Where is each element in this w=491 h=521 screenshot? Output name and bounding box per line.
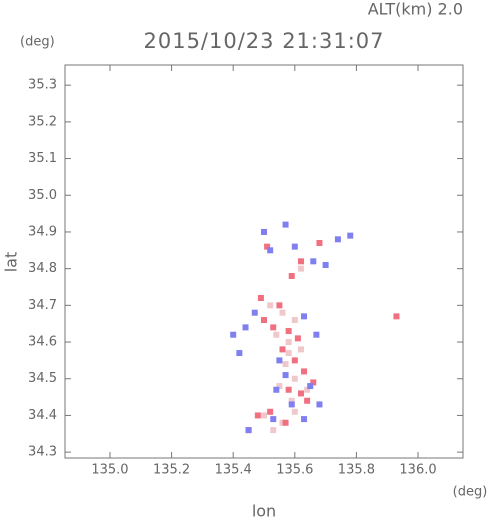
data-point bbox=[316, 401, 323, 408]
y-tick-label: 34.6 bbox=[28, 335, 57, 350]
plot-frame bbox=[64, 64, 464, 459]
data-point bbox=[288, 397, 295, 404]
data-point bbox=[301, 416, 308, 423]
x-tick-label: 135.4 bbox=[215, 463, 252, 478]
data-point bbox=[285, 386, 292, 393]
x-tick-label: 135.8 bbox=[338, 463, 375, 478]
y-tick-label: 34.8 bbox=[28, 261, 57, 276]
data-point bbox=[301, 368, 308, 375]
data-point bbox=[297, 346, 304, 353]
data-point bbox=[285, 328, 292, 335]
x-tick-label: 135.0 bbox=[91, 463, 128, 478]
y-tick-label: 34.4 bbox=[28, 408, 57, 423]
x-tick-label: 135.2 bbox=[153, 463, 190, 478]
data-point bbox=[251, 309, 258, 316]
data-point bbox=[261, 317, 267, 324]
data-point bbox=[304, 397, 311, 404]
data-point bbox=[242, 324, 249, 331]
data-point bbox=[267, 408, 274, 415]
data-point bbox=[276, 357, 283, 364]
data-point bbox=[294, 335, 301, 342]
data-point bbox=[297, 390, 304, 397]
data-point bbox=[257, 295, 264, 302]
y-axis-label: lat bbox=[2, 252, 21, 273]
data-point bbox=[291, 357, 298, 364]
data-point bbox=[282, 221, 289, 228]
data-point bbox=[322, 261, 329, 268]
data-point bbox=[279, 419, 286, 426]
data-point bbox=[282, 419, 289, 426]
data-point bbox=[288, 272, 295, 279]
data-point bbox=[261, 412, 267, 419]
data-point bbox=[270, 416, 277, 423]
data-point bbox=[236, 350, 243, 357]
data-point bbox=[267, 302, 274, 309]
data-point bbox=[291, 243, 298, 250]
y-tick-label: 35.2 bbox=[28, 114, 57, 129]
y-tick-label: 35.1 bbox=[28, 151, 57, 166]
data-point bbox=[310, 258, 317, 265]
y-tick-label: 34.7 bbox=[28, 298, 57, 313]
y-tick-label: 34.5 bbox=[28, 371, 57, 386]
data-point bbox=[279, 309, 286, 316]
data-point bbox=[347, 232, 354, 239]
data-point bbox=[261, 228, 267, 235]
data-point bbox=[301, 313, 308, 320]
data-point bbox=[393, 313, 400, 320]
data-point bbox=[282, 372, 289, 379]
data-point bbox=[291, 317, 298, 324]
x-tick-label: 135.6 bbox=[276, 463, 313, 478]
data-point bbox=[230, 331, 237, 338]
data-point bbox=[273, 386, 280, 393]
data-point bbox=[276, 383, 283, 390]
y-tick-label: 35.0 bbox=[28, 188, 57, 203]
data-point bbox=[267, 247, 274, 254]
data-point bbox=[270, 427, 277, 434]
data-point bbox=[334, 236, 341, 243]
data-point bbox=[291, 375, 298, 382]
data-point bbox=[316, 239, 323, 246]
data-point bbox=[304, 386, 311, 393]
data-point bbox=[291, 408, 298, 415]
data-point bbox=[270, 324, 277, 331]
x-tick-label: 136.0 bbox=[399, 463, 436, 478]
data-point bbox=[285, 339, 292, 346]
data-point bbox=[282, 361, 289, 368]
data-point bbox=[279, 346, 286, 353]
data-point bbox=[276, 302, 283, 309]
chart-title: 2015/10/23 21:31:07 bbox=[143, 29, 384, 53]
data-point bbox=[264, 243, 271, 250]
data-point bbox=[313, 331, 320, 338]
data-point bbox=[307, 383, 314, 390]
data-point bbox=[254, 412, 261, 419]
x-axis-label: lon bbox=[252, 502, 276, 521]
data-point bbox=[245, 427, 252, 434]
data-point bbox=[285, 350, 292, 357]
y-tick-label: 34.3 bbox=[28, 445, 57, 460]
data-point bbox=[297, 265, 304, 272]
data-point bbox=[310, 379, 317, 386]
data-point bbox=[297, 258, 304, 265]
y-tick-label: 35.3 bbox=[28, 78, 57, 93]
y-tick-label: 34.9 bbox=[28, 224, 57, 239]
data-point bbox=[273, 331, 280, 338]
x-unit: (deg) bbox=[453, 485, 488, 500]
y-unit: (deg) bbox=[20, 35, 55, 50]
altitude-label: ALT(km) 2.0 bbox=[368, 0, 463, 19]
data-point bbox=[288, 401, 295, 408]
